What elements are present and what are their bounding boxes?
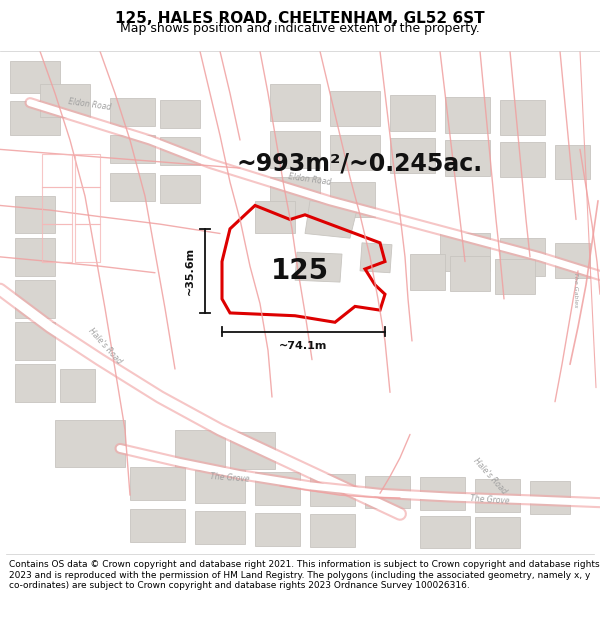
- Text: 125: 125: [271, 257, 329, 285]
- Polygon shape: [130, 467, 185, 500]
- Text: Contains OS data © Crown copyright and database right 2021. This information is : Contains OS data © Crown copyright and d…: [9, 560, 599, 590]
- Polygon shape: [15, 280, 55, 318]
- Polygon shape: [55, 421, 125, 467]
- Polygon shape: [230, 432, 275, 469]
- Polygon shape: [390, 138, 435, 172]
- Polygon shape: [295, 252, 342, 282]
- Polygon shape: [10, 61, 60, 93]
- Polygon shape: [270, 131, 320, 168]
- Polygon shape: [420, 478, 465, 510]
- Polygon shape: [495, 259, 535, 294]
- Polygon shape: [330, 91, 380, 126]
- Text: ~993m²/~0.245ac.: ~993m²/~0.245ac.: [237, 151, 483, 176]
- Polygon shape: [500, 100, 545, 136]
- Text: Eldon Road: Eldon Road: [68, 97, 112, 112]
- Text: 125, HALES ROAD, CHELTENHAM, GL52 6ST: 125, HALES ROAD, CHELTENHAM, GL52 6ST: [115, 11, 485, 26]
- Polygon shape: [110, 98, 155, 126]
- Polygon shape: [500, 238, 545, 276]
- Polygon shape: [160, 174, 200, 203]
- Polygon shape: [195, 470, 245, 502]
- Polygon shape: [15, 196, 55, 234]
- Polygon shape: [445, 140, 490, 176]
- Polygon shape: [310, 514, 355, 547]
- Text: The Gables: The Gables: [572, 272, 577, 308]
- Text: Hale's Road: Hale's Road: [86, 326, 124, 366]
- Polygon shape: [365, 476, 410, 508]
- Polygon shape: [305, 201, 358, 238]
- Polygon shape: [195, 511, 245, 544]
- Text: Eldon Road: Eldon Road: [288, 172, 332, 187]
- Polygon shape: [555, 145, 590, 179]
- Polygon shape: [420, 516, 470, 548]
- Polygon shape: [10, 101, 60, 136]
- Polygon shape: [110, 136, 155, 163]
- Polygon shape: [255, 472, 300, 504]
- Polygon shape: [330, 182, 375, 217]
- Polygon shape: [130, 509, 185, 542]
- Polygon shape: [15, 322, 55, 359]
- Polygon shape: [530, 481, 570, 514]
- Polygon shape: [475, 479, 520, 512]
- Text: The Grove: The Grove: [470, 494, 510, 506]
- Polygon shape: [160, 100, 200, 128]
- Polygon shape: [450, 256, 490, 291]
- Polygon shape: [440, 234, 490, 271]
- Polygon shape: [500, 142, 545, 177]
- Text: ~74.1m: ~74.1m: [280, 341, 328, 351]
- Polygon shape: [330, 136, 380, 170]
- Polygon shape: [15, 238, 55, 276]
- Polygon shape: [390, 95, 435, 131]
- Polygon shape: [555, 243, 590, 278]
- Polygon shape: [15, 364, 55, 402]
- Polygon shape: [60, 369, 95, 402]
- Text: ~35.6m: ~35.6m: [185, 247, 195, 295]
- Polygon shape: [175, 430, 225, 467]
- Polygon shape: [445, 97, 490, 132]
- Polygon shape: [110, 173, 155, 201]
- Text: Map shows position and indicative extent of the property.: Map shows position and indicative extent…: [120, 22, 480, 35]
- Polygon shape: [410, 254, 445, 289]
- Text: Hale's Road: Hale's Road: [472, 457, 508, 496]
- Polygon shape: [475, 517, 520, 548]
- Polygon shape: [360, 243, 392, 272]
- Text: The Grove: The Grove: [210, 472, 250, 484]
- Polygon shape: [255, 201, 295, 234]
- Polygon shape: [40, 84, 90, 117]
- Polygon shape: [310, 474, 355, 506]
- Polygon shape: [160, 138, 200, 165]
- Polygon shape: [270, 84, 320, 121]
- Polygon shape: [255, 513, 300, 546]
- Polygon shape: [270, 177, 320, 215]
